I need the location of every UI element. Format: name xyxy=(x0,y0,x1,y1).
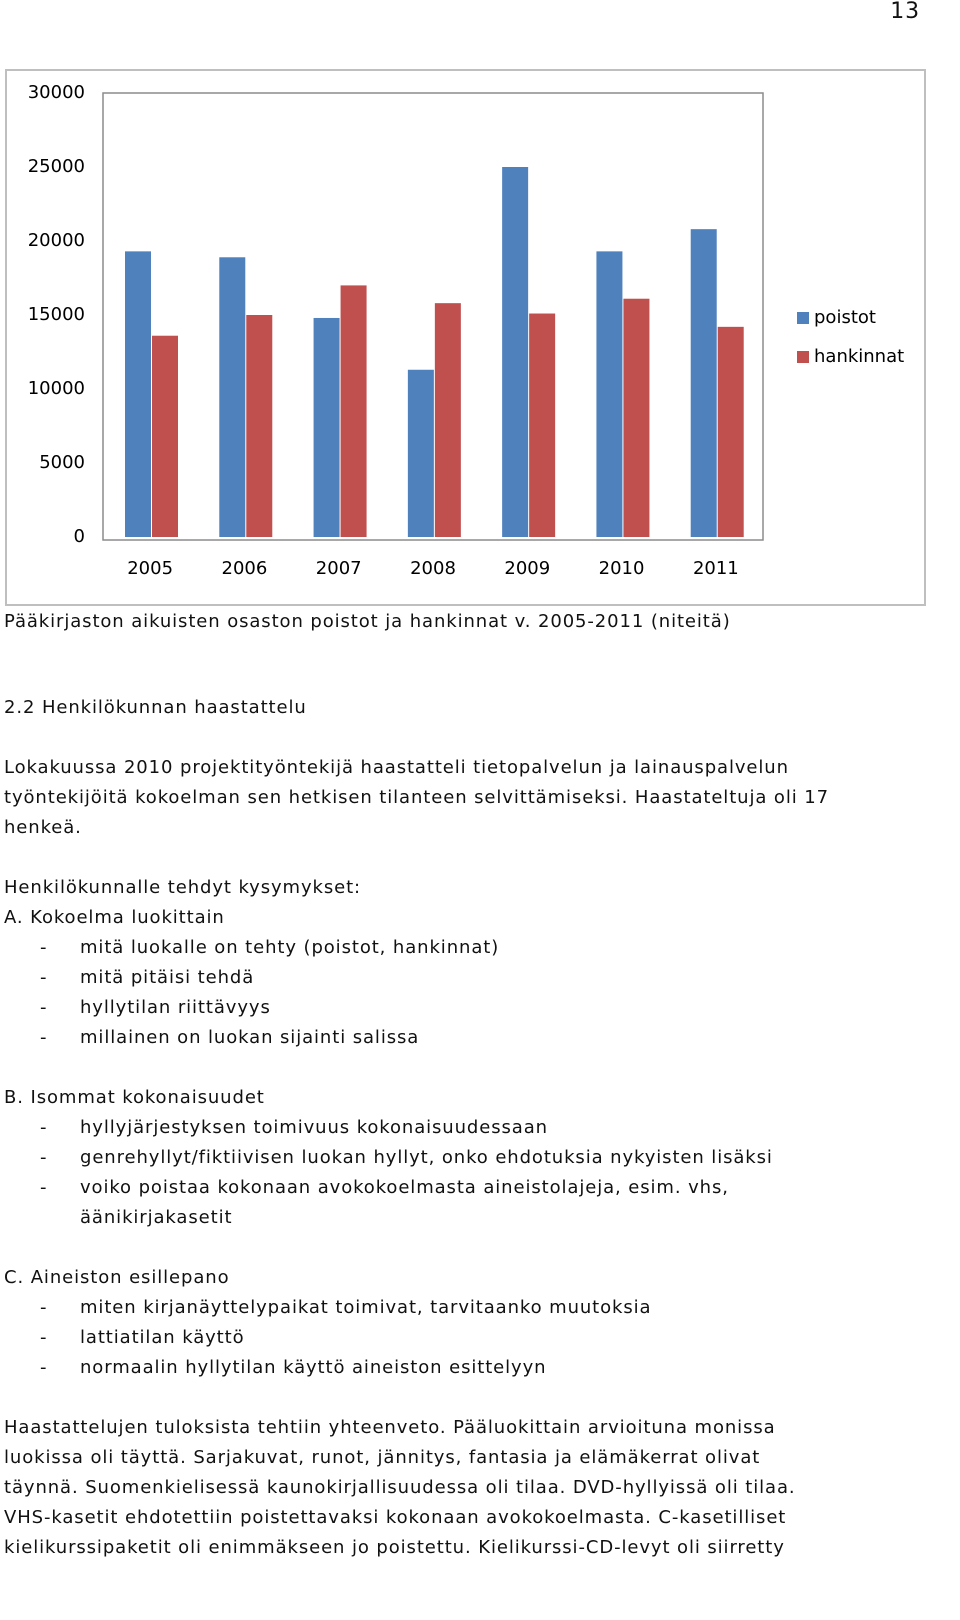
x-tick-label: 2009 xyxy=(504,558,550,579)
paragraph-line: VHS-kasetit ehdotettiin poistettavaksi k… xyxy=(4,1507,787,1528)
y-tick-label: 5000 xyxy=(39,452,85,473)
paragraph-line: henkeä. xyxy=(4,817,82,838)
bar xyxy=(434,303,461,537)
list-item: lattiatilan käyttö xyxy=(40,1323,840,1353)
bar xyxy=(313,317,340,537)
list-item: hyllytilan riittävyys xyxy=(40,993,840,1023)
legend-label: poistot xyxy=(814,307,876,328)
bar xyxy=(340,285,367,537)
list-item: hyllyjärjestyksen toimivuus kokonaisuude… xyxy=(40,1113,840,1143)
y-tick-label: 30000 xyxy=(28,82,85,103)
page-number: 13 xyxy=(890,0,920,24)
list-item: miten kirjanäyttelypaikat toimivat, tarv… xyxy=(40,1293,840,1323)
paragraph-line: luokissa oli täyttä. Sarjakuvat, runot, … xyxy=(4,1447,761,1468)
x-tick-label: 2005 xyxy=(127,558,173,579)
chart: 0 5000 10000 15000 20000 25000 30000 2005 2006 20… xyxy=(5,69,926,606)
paragraph-line: työntekijöitä kokoelman sen hetkisen til… xyxy=(4,787,829,808)
y-tick-label: 15000 xyxy=(28,304,85,325)
legend-swatch xyxy=(797,351,809,363)
y-tick-label: 25000 xyxy=(28,156,85,177)
bar xyxy=(219,257,246,537)
y-tick-label: 20000 xyxy=(28,230,85,251)
bar xyxy=(407,369,434,537)
paragraph-line: täynnä. Suomenkielisessä kaunokirjallisu… xyxy=(4,1477,796,1498)
bar xyxy=(623,298,650,537)
paragraph-line: Haastattelujen tuloksista tehtiin yhteen… xyxy=(4,1417,776,1438)
x-tick-label: 2011 xyxy=(693,558,739,579)
bar xyxy=(502,167,529,537)
plot-frame xyxy=(102,92,764,541)
list-item: mitä pitäisi tehdä xyxy=(40,963,840,993)
group-title: C. Aineiston esillepano xyxy=(4,1267,230,1288)
x-tick-label: 2007 xyxy=(316,558,362,579)
list-item: voiko poistaa kokonaan avokokoelmasta ai… xyxy=(40,1173,840,1233)
paragraph-line: Lokakuussa 2010 projektityöntekijä haast… xyxy=(4,757,789,778)
group-title: B. Isommat kokonaisuudet xyxy=(4,1087,265,1108)
bar xyxy=(125,251,151,538)
bar xyxy=(690,229,717,537)
x-tick-label: 2006 xyxy=(222,558,268,579)
bar xyxy=(246,315,273,537)
list-item: millainen on luokan sijainti salissa xyxy=(40,1023,840,1053)
x-tick-label: 2010 xyxy=(599,558,645,579)
list-item: genrehyllyt/fiktiivisen luokan hyllyt, o… xyxy=(40,1143,840,1173)
paragraph-line: kielikurssipaketit oli enimmäkseen jo po… xyxy=(4,1537,785,1558)
bar xyxy=(717,326,744,537)
bar xyxy=(596,251,623,538)
y-tick-label: 10000 xyxy=(28,378,85,399)
caption: Pääkirjaston aikuisten osaston poistot j… xyxy=(4,611,731,632)
bar xyxy=(529,313,556,537)
y-tick-label: 0 xyxy=(74,526,85,547)
section-heading: 2.2 Henkilökunnan haastattelu xyxy=(4,697,307,718)
x-tick-label: 2008 xyxy=(410,558,456,579)
legend-label: hankinnat xyxy=(814,346,904,367)
list-item: mitä luokalle on tehty (poistot, hankinn… xyxy=(40,933,840,963)
list-item: normaalin hyllytilan käyttö aineiston es… xyxy=(40,1353,840,1383)
bar xyxy=(152,335,178,537)
questions-title: Henkilökunnalle tehdyt kysymykset: xyxy=(4,877,362,898)
legend-swatch xyxy=(797,312,809,324)
group-title: A. Kokoelma luokittain xyxy=(4,907,225,928)
